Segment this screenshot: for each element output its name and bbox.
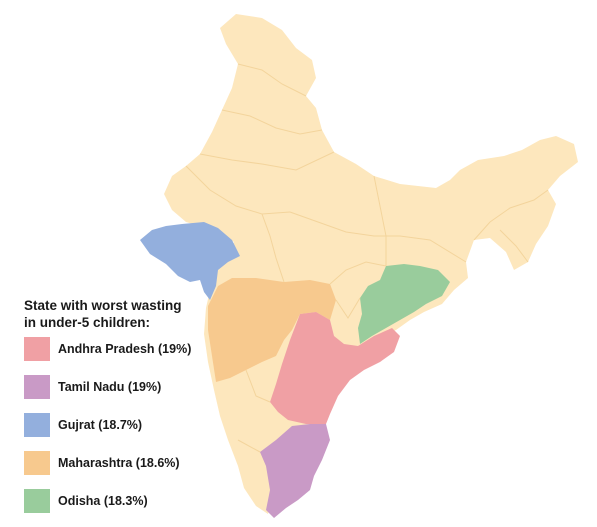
border-line (221, 109, 323, 135)
legend-swatch (24, 489, 50, 513)
border-line (473, 189, 549, 241)
legend-title-line1: State with worst wasting (24, 298, 182, 313)
legend-swatch (24, 451, 50, 475)
border-line (335, 297, 361, 319)
legend-swatch (24, 337, 50, 361)
state-gujarat (140, 222, 240, 300)
border-line (329, 261, 387, 285)
border-line (237, 63, 307, 97)
legend-title-line2: in under-5 children: (24, 315, 151, 330)
border-line (289, 211, 467, 263)
state-andhra-pradesh (270, 312, 400, 424)
legend-item-andhra-pradesh: Andhra Pradesh (19%) (24, 337, 234, 361)
legend-label: Tamil Nadu (19%) (58, 380, 162, 394)
legend-label: Maharashtra (18.6%) (58, 456, 180, 470)
legend-swatch (24, 375, 50, 399)
state-maharashtra (208, 278, 336, 382)
border-line (261, 213, 285, 283)
india-base-region (164, 14, 578, 514)
legend-title: State with worst wasting in under-5 chil… (24, 297, 234, 331)
legend-item-gujarat: Gujrat (18.7%) (24, 413, 234, 437)
state-borders (185, 63, 549, 453)
state-tamil-nadu (260, 424, 330, 518)
legend-label: Odisha (18.3%) (58, 494, 148, 508)
state-odisha (358, 264, 450, 344)
border-line (237, 439, 261, 453)
legend-item-maharashtra: Maharashtra (18.6%) (24, 451, 234, 475)
border-line (185, 165, 291, 215)
legend-swatch (24, 413, 50, 437)
legend: State with worst wasting in under-5 chil… (24, 297, 234, 527)
border-line (499, 229, 529, 263)
border-line (199, 151, 335, 171)
legend-label: Gujrat (18.7%) (58, 418, 143, 432)
border-line (245, 369, 271, 403)
legend-item-tamil-nadu: Tamil Nadu (19%) (24, 375, 234, 399)
legend-label: Andhra Pradesh (19%) (58, 342, 192, 356)
legend-item-odisha: Odisha (18.3%) (24, 489, 234, 513)
border-line (373, 175, 387, 266)
